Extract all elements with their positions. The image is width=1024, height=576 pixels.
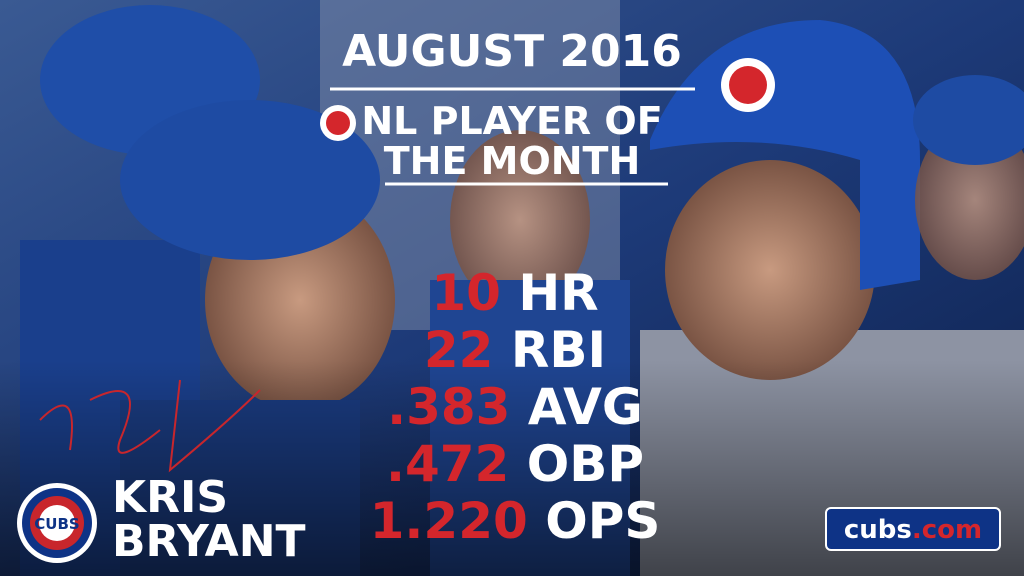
stat-label: OPS xyxy=(545,492,660,550)
stat-label: OBP xyxy=(527,435,644,493)
stat-label: HR xyxy=(518,264,598,322)
face xyxy=(665,160,875,380)
subtitle: NL PLAYER OF xyxy=(361,99,662,143)
stat-label: AVG xyxy=(528,378,643,436)
stat-value: 10 xyxy=(431,264,501,322)
first-name: KRIS xyxy=(112,472,228,523)
stat-row: 10 HR xyxy=(431,264,598,322)
stat-label: RBI xyxy=(511,321,606,379)
website-badge xyxy=(825,507,1001,551)
face xyxy=(450,130,590,310)
logo-text: CUBS xyxy=(34,515,79,533)
website-domain: .com xyxy=(912,515,982,545)
website: cubs.com xyxy=(844,515,982,545)
stat-value: 22 xyxy=(424,321,494,379)
last-name: BRYANT xyxy=(112,516,306,567)
cap xyxy=(913,75,1024,165)
stat-value: .383 xyxy=(387,378,510,436)
stat-value: 1.220 xyxy=(370,492,528,550)
helmet xyxy=(650,20,920,290)
stat-row: 22 RBI xyxy=(424,321,606,379)
stat-row: 1.220 OPS xyxy=(370,492,661,550)
helmet-logo xyxy=(729,66,767,104)
subtitle: THE MONTH xyxy=(384,139,641,183)
stat-row: .383 AVG xyxy=(387,378,643,436)
stat-row: .472 OBP xyxy=(386,435,644,493)
logo-c xyxy=(39,505,75,541)
website-name: cubs xyxy=(844,515,912,545)
title: AUGUST 2016 xyxy=(342,26,682,77)
cap-logo xyxy=(326,111,350,135)
signature xyxy=(39,379,261,473)
stat-value: .472 xyxy=(386,435,509,493)
cap xyxy=(120,100,380,260)
